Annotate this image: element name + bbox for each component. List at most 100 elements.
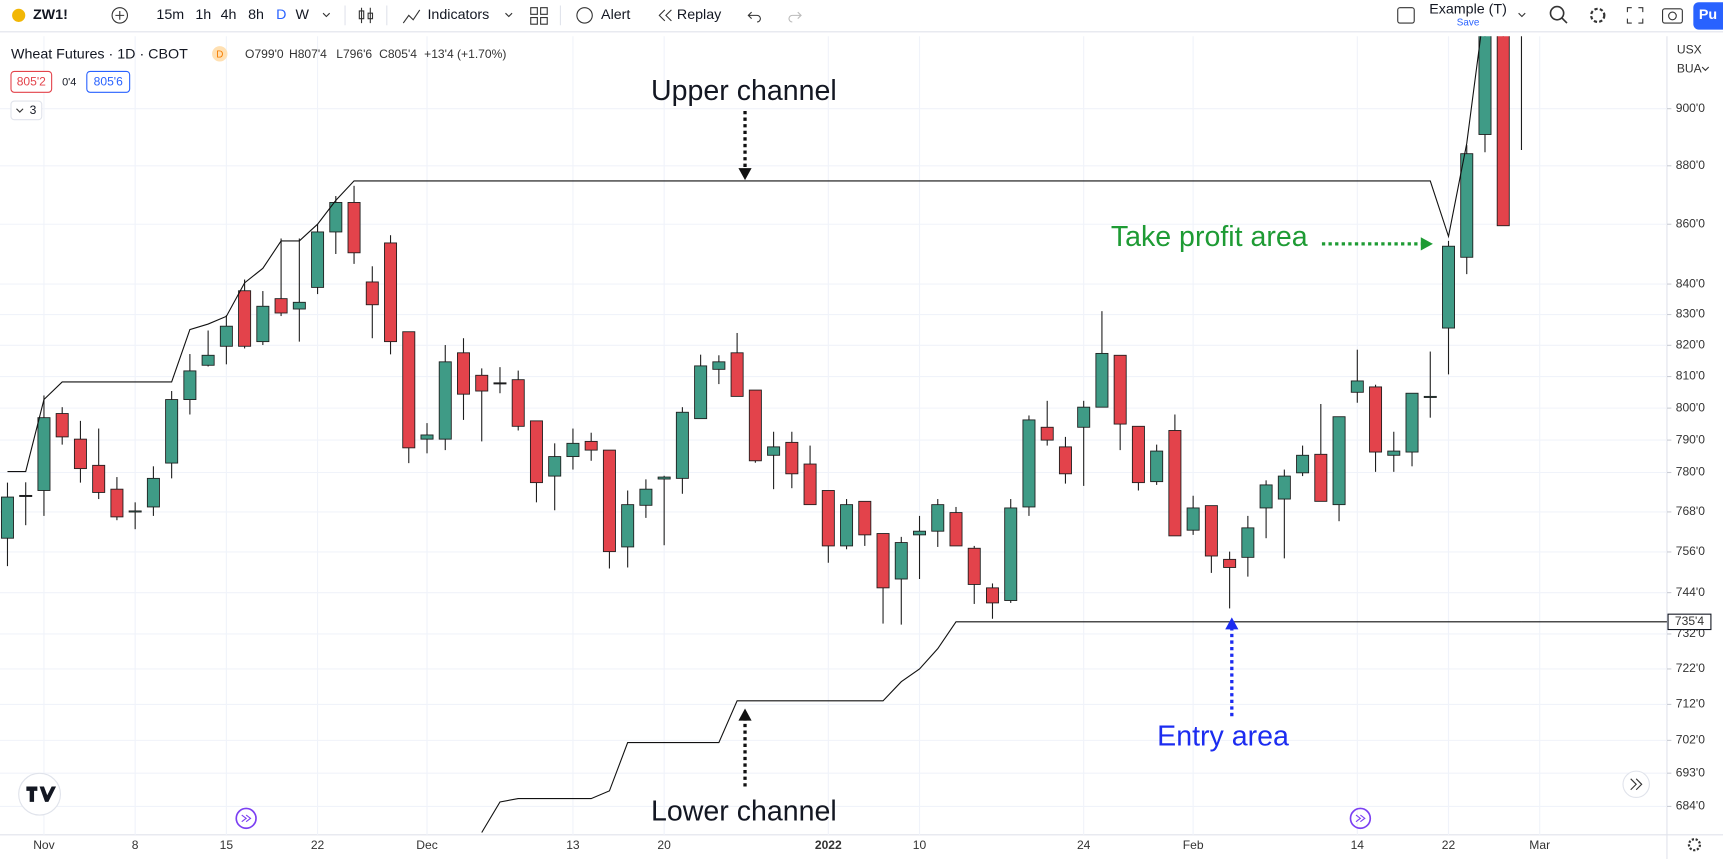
layout-name[interactable]: Example (T) xyxy=(1429,2,1507,18)
y-tick-label: 900'0 xyxy=(1676,101,1705,115)
candle-body xyxy=(584,440,598,451)
redo[interactable] xyxy=(788,11,802,23)
interval[interactable]: 1h xyxy=(195,7,211,23)
candle-body xyxy=(219,325,233,347)
candle-body xyxy=(1442,245,1455,329)
interval[interactable]: 8h xyxy=(248,7,264,23)
x-tick-label: 22 xyxy=(1442,838,1456,852)
candle-body xyxy=(1405,392,1419,453)
indicators-toggle[interactable] xyxy=(10,100,43,121)
chevron[interactable] xyxy=(505,12,513,18)
x-tick-label: Feb xyxy=(1183,838,1204,852)
arrow-head xyxy=(738,708,752,721)
candle-body xyxy=(256,305,270,343)
candle-body xyxy=(621,504,635,548)
x-tick-label: 24 xyxy=(1077,838,1091,852)
add-symbol[interactable] xyxy=(111,7,129,24)
axis-settings[interactable] xyxy=(1687,838,1702,852)
save-label[interactable]: Save xyxy=(1457,18,1480,29)
y-tick-label: 780'0 xyxy=(1676,465,1705,479)
y-tick-label: 790'0 xyxy=(1676,432,1705,446)
ask[interactable]: 805'6 xyxy=(94,75,123,89)
interval[interactable]: W xyxy=(295,7,309,23)
grid xyxy=(0,36,1667,835)
x-tick-label: 20 xyxy=(657,838,671,852)
sell-button[interactable] xyxy=(10,70,53,93)
search-handle xyxy=(1560,16,1568,24)
candle-body xyxy=(712,361,726,370)
channel-line xyxy=(7,36,1482,473)
x-tick-label: 10 xyxy=(913,838,927,852)
chevron[interactable] xyxy=(1518,12,1526,18)
candle-body xyxy=(1113,354,1127,425)
publish-label[interactable]: Pu xyxy=(1699,7,1717,23)
lower-channel-label: Lower channel xyxy=(651,795,837,827)
candle-body xyxy=(238,290,252,347)
chart-type-icon[interactable] xyxy=(358,7,374,24)
candle-body xyxy=(639,488,653,506)
candle-body xyxy=(457,352,470,395)
candle-body xyxy=(438,361,452,440)
bid[interactable]: 805'2 xyxy=(17,75,46,89)
event-marker[interactable] xyxy=(235,807,257,830)
candle-body xyxy=(1150,450,1164,483)
unit[interactable]: BUA xyxy=(1677,61,1703,75)
buy-button[interactable] xyxy=(86,70,131,93)
chevron[interactable] xyxy=(1701,66,1710,72)
candle-body xyxy=(493,382,507,385)
layout-icon[interactable] xyxy=(1397,7,1415,24)
candle-body xyxy=(566,442,580,458)
y-tick-label: 712'0 xyxy=(1676,697,1705,711)
candle-body xyxy=(1058,446,1072,475)
toolbar-bg xyxy=(0,0,1723,31)
x-tick-label: 15 xyxy=(220,838,234,852)
fullscreen-icon[interactable] xyxy=(1626,7,1644,24)
event-marker[interactable] xyxy=(1349,807,1372,830)
candle-body xyxy=(128,510,142,513)
ohlc-high: H807'4 xyxy=(289,47,327,61)
candle-body xyxy=(913,530,927,536)
settings-icon[interactable] xyxy=(1590,7,1606,24)
alert-icon xyxy=(576,7,593,24)
y-tick-label: 820'0 xyxy=(1676,338,1705,352)
interval-active[interactable]: D xyxy=(276,7,286,23)
candle-body xyxy=(19,494,33,497)
alert-button[interactable]: Alert xyxy=(601,7,630,23)
y-tick-label: 722'0 xyxy=(1676,661,1705,675)
candle-body xyxy=(858,500,872,536)
logo[interactable] xyxy=(18,772,61,816)
candle-body xyxy=(548,456,562,477)
candle-body xyxy=(657,476,671,480)
candle-body xyxy=(1131,425,1145,484)
undo[interactable] xyxy=(747,11,761,23)
candle-body xyxy=(165,399,179,464)
snapshot-icon[interactable] xyxy=(1662,8,1683,24)
chevron[interactable] xyxy=(322,12,331,18)
candle-body xyxy=(1478,36,1492,135)
entry-label: Entry area xyxy=(1157,721,1289,753)
candle-body xyxy=(201,354,215,366)
candle-body xyxy=(1314,453,1328,502)
indicators-button[interactable]: Indicators xyxy=(427,7,489,23)
price-tag-label: 735'4 xyxy=(1675,614,1704,628)
candle-body xyxy=(1241,527,1255,558)
interval[interactable]: 4h xyxy=(221,7,237,23)
publish-button[interactable] xyxy=(1693,2,1723,30)
interval[interactable]: 15m xyxy=(156,7,184,23)
take-profit-label: Take profit area xyxy=(1111,221,1308,253)
candle-body xyxy=(1040,426,1054,441)
arrow-head xyxy=(738,168,752,181)
currency-unit[interactable]: USX xyxy=(1677,43,1702,57)
y-tick-label: 880'0 xyxy=(1676,158,1705,172)
replay-button[interactable]: Replay xyxy=(677,7,722,23)
candle-body xyxy=(803,463,817,506)
indicators-icon xyxy=(402,9,421,24)
candle-body xyxy=(1332,416,1346,506)
symbol[interactable]: ZW1! xyxy=(33,7,68,23)
search-icon[interactable] xyxy=(1549,5,1565,21)
templates-icon[interactable] xyxy=(530,7,548,25)
candle-body xyxy=(365,281,379,306)
x-tick-label: 22 xyxy=(311,838,325,852)
event-icon xyxy=(241,814,252,823)
